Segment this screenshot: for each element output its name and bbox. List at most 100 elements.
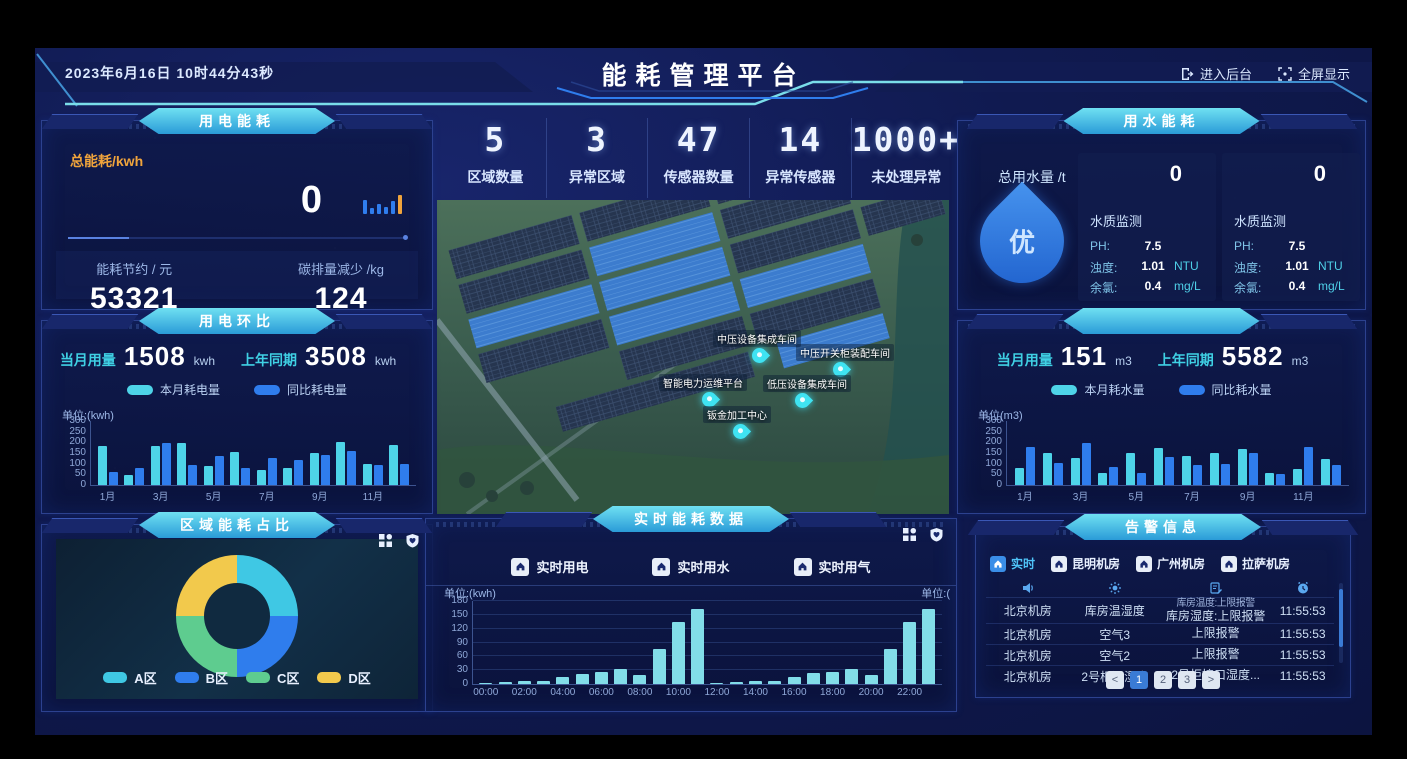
shield-heart-icon[interactable] <box>929 527 944 542</box>
legend-label: 同比耗电量 <box>287 383 348 397</box>
metric-row-turbidity: 浊度: 1.01 NTU <box>1234 259 1354 276</box>
legend-swatch <box>1051 384 1078 395</box>
x-tick-label: 00:00 <box>473 687 499 698</box>
metric-value: 1.01 <box>1285 259 1309 273</box>
panel-tools <box>902 527 944 542</box>
panel-title: 用电能耗 <box>139 108 335 134</box>
tab-realtime-gas[interactable]: 实时用气 <box>793 557 871 576</box>
legend-item[interactable]: 同比耗水量 <box>1178 381 1272 398</box>
last-year-unit: kwh <box>374 354 397 368</box>
legend-item[interactable]: B区 <box>174 668 228 687</box>
tab-alarm-kunming[interactable]: 昆明机房 <box>1051 555 1120 572</box>
bar <box>710 683 724 684</box>
page-prev-button[interactable]: < <box>1106 671 1124 689</box>
alarm-message: 上限报警 <box>1191 626 1240 641</box>
bar-group: 02:00 <box>512 601 537 698</box>
bar <box>230 451 240 485</box>
total-energy-value: 0 <box>300 179 322 221</box>
bar <box>768 681 782 684</box>
stat-abnormal-sensor: 14 异常传感器 <box>750 118 852 198</box>
legend-swatch <box>174 672 199 683</box>
total-energy-label: 总能耗/kwh <box>70 153 144 169</box>
tab-alarm-realtime[interactable]: 实时 <box>990 555 1035 572</box>
header-datetime: 2023年6月16日 10时44分43秒 <box>65 65 275 81</box>
x-tick-label: 04:00 <box>550 687 576 698</box>
badge-wing <box>789 512 887 527</box>
alarm-message: 上限报警 <box>1191 647 1240 662</box>
x-tick-label: 3月 <box>1072 492 1089 503</box>
bar <box>1165 457 1175 485</box>
enter-admin-button[interactable]: 进入后台 <box>1180 64 1252 83</box>
metric-value: 1.01 <box>1141 259 1165 273</box>
legend-item[interactable]: A区 <box>103 668 157 687</box>
speaker-icon <box>1022 583 1033 593</box>
scrollbar-thumb[interactable] <box>1339 589 1343 647</box>
legend-item[interactable]: D区 <box>317 668 371 687</box>
bar <box>294 459 304 485</box>
gridline <box>473 641 942 643</box>
bar-group <box>1154 421 1175 485</box>
bar <box>729 682 743 684</box>
bar <box>347 451 357 485</box>
chart-plot-area: 0 50 100 150 200 250 300 1月 3月 5月 7月 9月 11月 <box>69 415 416 503</box>
bar-group <box>575 601 589 684</box>
bar-group: 9月 <box>309 421 330 503</box>
bar-group: 1月 <box>97 421 118 503</box>
panel-electric-mom: 用电环比 当月用量 1508 kwh 上年同期 3508 kwh 本月耗电量 同… <box>41 308 433 514</box>
tab-realtime-water[interactable]: 实时用水 <box>652 557 730 576</box>
y-tick-label: 250 <box>69 425 86 437</box>
legend-item[interactable]: 本月耗电量 <box>126 381 220 398</box>
badge-wing <box>967 520 1065 535</box>
tab-label: 实时用电 <box>536 560 589 575</box>
x-tick-label: 16:00 <box>781 687 807 698</box>
metric-row-ph: PH: 7.5 <box>1090 239 1210 253</box>
bar-group <box>1265 421 1286 485</box>
bar <box>1137 473 1147 485</box>
alarm-message-line1: 库房温度:上限报警 <box>1176 598 1256 609</box>
water-drop-grade: 优 <box>962 181 1082 301</box>
bar <box>1237 449 1247 485</box>
bar <box>97 445 107 485</box>
region-chart-area: A区 B区 C区 D区 <box>56 539 418 699</box>
legend-item[interactable]: C区 <box>246 668 299 687</box>
savings-label: 能耗节约 / 元 <box>96 262 173 277</box>
page-1-button[interactable]: 1 <box>1130 671 1148 689</box>
bar <box>400 463 410 485</box>
stat-sensor-count: 47 传感器数量 <box>648 118 751 198</box>
bar <box>1321 459 1331 485</box>
bar-group <box>1209 421 1230 485</box>
fullscreen-button[interactable]: 全屏显示 <box>1278 64 1350 83</box>
stat-region-count: 5 区域数量 <box>445 118 547 198</box>
alarm-time: 11:55:53 <box>1279 627 1326 642</box>
badge-wing <box>41 314 139 329</box>
mini-bars-icon <box>363 195 402 214</box>
stat-value: 5 <box>484 120 507 159</box>
bar <box>633 674 647 684</box>
panel-tools <box>378 533 420 548</box>
grid-icon[interactable] <box>378 533 393 548</box>
water-total-value: 0 <box>1313 161 1326 186</box>
tab-alarm-lasa[interactable]: 拉萨机房 <box>1221 555 1290 572</box>
bar <box>1220 463 1230 485</box>
shield-heart-icon[interactable] <box>405 533 420 548</box>
page-3-button[interactable]: 3 <box>1178 671 1196 689</box>
bar-group: 04:00 <box>550 601 575 698</box>
bar-group: 20:00 <box>859 601 884 698</box>
y-tick-label: 150 <box>69 447 86 458</box>
page-next-button[interactable]: > <box>1202 671 1220 689</box>
page-2-button[interactable]: 2 <box>1154 671 1172 689</box>
badge-wing <box>1260 114 1357 129</box>
grid-icon[interactable] <box>902 527 917 542</box>
bar-group <box>845 601 859 684</box>
legend-label: C区 <box>277 671 300 686</box>
stat-unhandled: 1000+ 未处理异常 <box>852 118 961 198</box>
fullscreen-label: 全屏显示 <box>1297 67 1350 82</box>
tab-alarm-guangzhou[interactable]: 广州机房 <box>1136 555 1205 572</box>
tab-realtime-electric[interactable]: 实时用电 <box>511 557 588 576</box>
bar-group: 06:00 <box>589 601 614 698</box>
legend-item[interactable]: 本月耗水量 <box>1051 381 1145 398</box>
badge-wing <box>335 114 433 129</box>
panel-title: 用水能耗 <box>1063 108 1260 134</box>
header-decoration <box>35 53 1372 107</box>
legend-item[interactable]: 同比耗电量 <box>254 381 347 398</box>
